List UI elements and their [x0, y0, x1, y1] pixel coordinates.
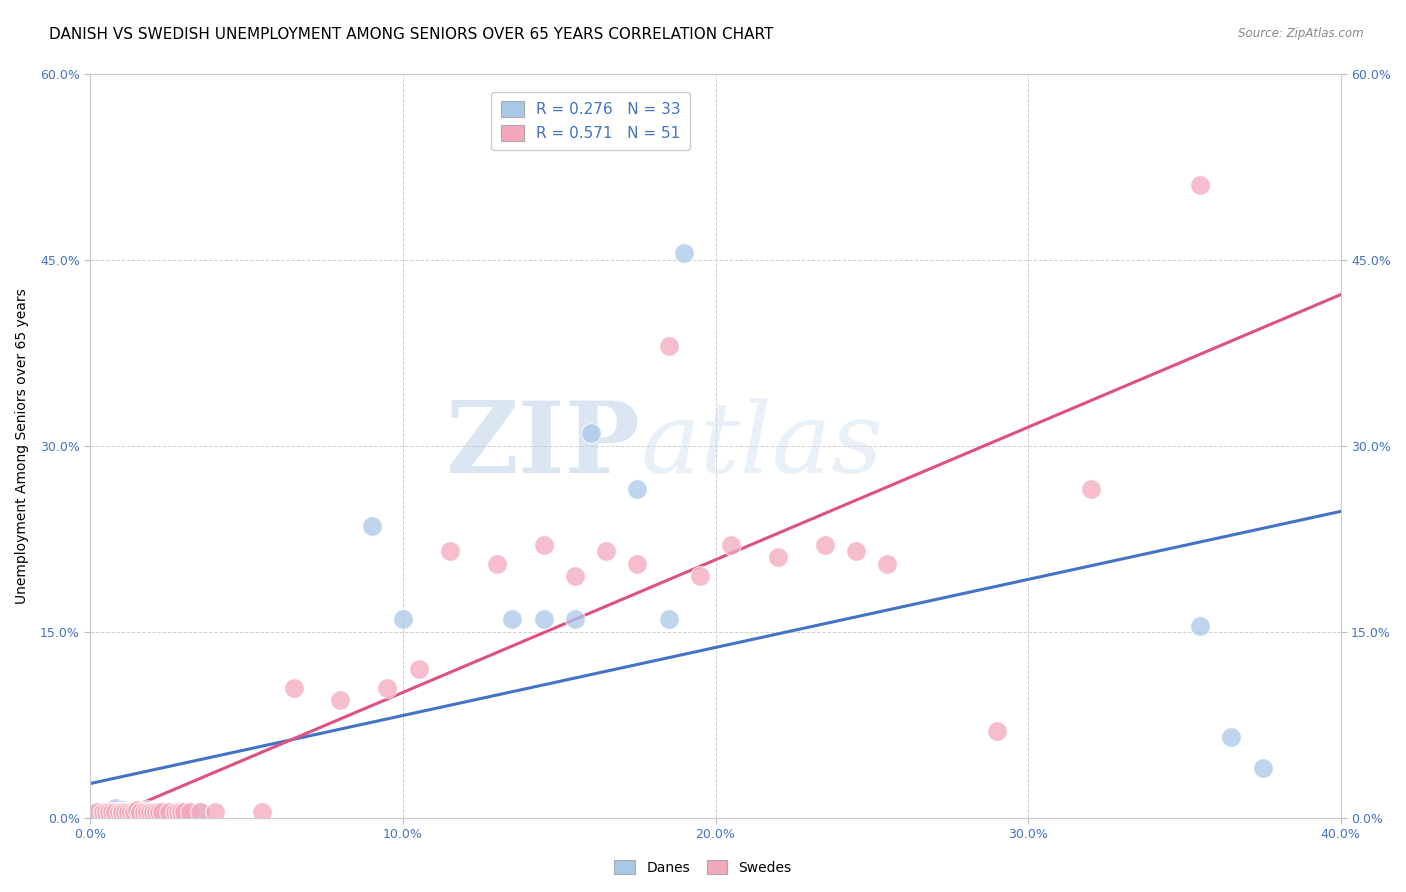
- Point: [150, 805, 173, 819]
- Point: [1080, 482, 1102, 496]
- Point: [111, 804, 134, 818]
- Point: [145, 805, 167, 819]
- Point: [129, 805, 152, 819]
- Point: [117, 805, 139, 819]
- Text: atlas: atlas: [641, 398, 883, 493]
- Point: [122, 805, 145, 819]
- Point: [139, 805, 162, 819]
- Point: [173, 805, 195, 819]
- Legend: Danes, Swedes: Danes, Swedes: [609, 855, 797, 880]
- Point: [98, 805, 121, 819]
- Point: [1220, 731, 1243, 745]
- Legend: R = 0.276   N = 33, R = 0.571   N = 51: R = 0.276 N = 33, R = 0.571 N = 51: [492, 93, 689, 150]
- Point: [283, 681, 305, 695]
- Point: [188, 805, 211, 819]
- Text: ZIP: ZIP: [446, 397, 641, 494]
- Point: [142, 805, 165, 819]
- Point: [579, 426, 602, 441]
- Point: [148, 805, 170, 819]
- Point: [135, 805, 157, 819]
- Point: [658, 612, 681, 626]
- Point: [564, 569, 586, 583]
- Point: [439, 544, 461, 558]
- Point: [595, 544, 617, 558]
- Point: [86, 805, 108, 819]
- Point: [142, 805, 165, 819]
- Point: [91, 805, 114, 819]
- Point: [91, 805, 114, 819]
- Point: [135, 804, 157, 818]
- Text: DANISH VS SWEDISH UNEMPLOYMENT AMONG SENIORS OVER 65 YEARS CORRELATION CHART: DANISH VS SWEDISH UNEMPLOYMENT AMONG SEN…: [49, 27, 773, 42]
- Point: [188, 805, 211, 819]
- Point: [104, 804, 127, 818]
- Point: [142, 805, 165, 819]
- Point: [132, 805, 155, 819]
- Point: [1251, 761, 1274, 775]
- Point: [1189, 618, 1212, 632]
- Point: [533, 612, 555, 626]
- Point: [845, 544, 868, 558]
- Point: [167, 805, 190, 819]
- Point: [252, 805, 274, 819]
- Point: [1189, 178, 1212, 193]
- Point: [392, 612, 415, 626]
- Point: [157, 805, 180, 819]
- Point: [98, 805, 121, 819]
- Point: [658, 339, 681, 353]
- Point: [163, 805, 186, 819]
- Point: [114, 805, 136, 819]
- Point: [501, 612, 523, 626]
- Point: [689, 569, 711, 583]
- Point: [94, 805, 117, 819]
- Point: [626, 557, 648, 571]
- Point: [179, 805, 201, 819]
- Point: [533, 538, 555, 552]
- Point: [673, 246, 696, 260]
- Point: [111, 805, 134, 819]
- Point: [626, 482, 648, 496]
- Point: [329, 693, 352, 707]
- Point: [170, 805, 193, 819]
- Point: [375, 681, 398, 695]
- Point: [111, 805, 134, 819]
- Point: [86, 805, 108, 819]
- Point: [408, 662, 430, 676]
- Point: [117, 805, 139, 819]
- Point: [986, 724, 1008, 739]
- Point: [485, 557, 508, 571]
- Point: [122, 805, 145, 819]
- Point: [101, 805, 124, 819]
- Point: [148, 805, 170, 819]
- Point: [104, 805, 127, 819]
- Point: [720, 538, 742, 552]
- Point: [173, 805, 195, 819]
- Point: [360, 519, 382, 533]
- Point: [120, 805, 142, 819]
- Y-axis label: Unemployment Among Seniors over 65 years: Unemployment Among Seniors over 65 years: [15, 288, 30, 604]
- Point: [179, 805, 201, 819]
- Point: [814, 538, 837, 552]
- Point: [111, 805, 134, 819]
- Point: [766, 550, 789, 565]
- Point: [101, 805, 124, 819]
- Point: [129, 805, 152, 819]
- Point: [127, 804, 149, 818]
- Point: [104, 801, 127, 815]
- Point: [204, 805, 226, 819]
- Point: [876, 557, 898, 571]
- Text: Source: ZipAtlas.com: Source: ZipAtlas.com: [1239, 27, 1364, 40]
- Point: [157, 805, 180, 819]
- Point: [564, 612, 586, 626]
- Point: [167, 805, 190, 819]
- Point: [132, 805, 155, 819]
- Point: [107, 805, 129, 819]
